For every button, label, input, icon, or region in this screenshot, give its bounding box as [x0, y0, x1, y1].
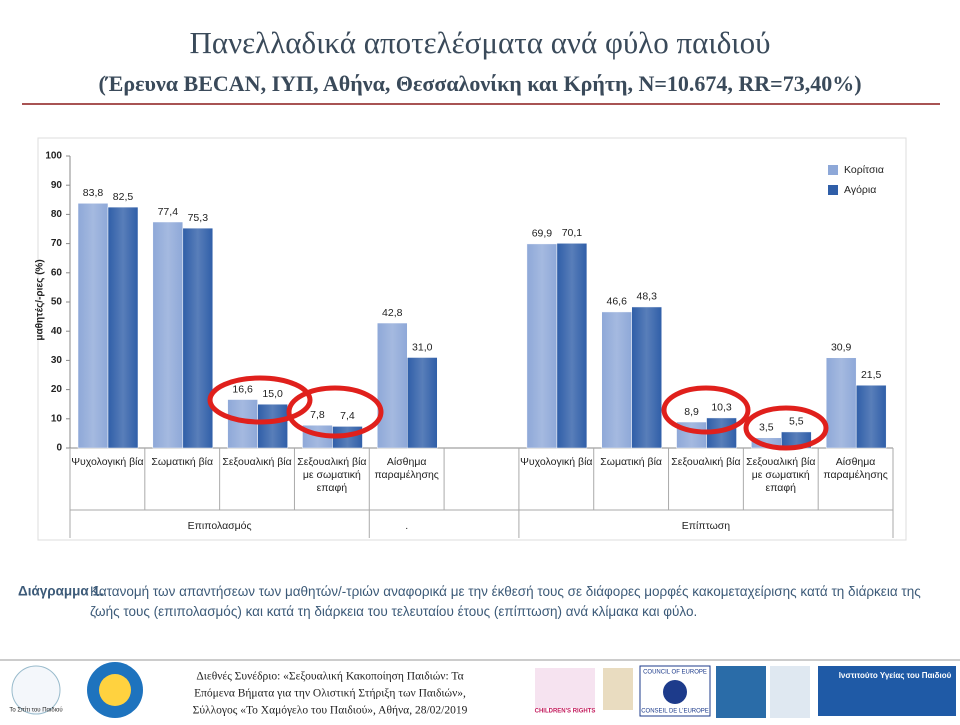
bar: [601, 311, 632, 449]
x-tick-label: Σεξουαλική βία με σωματική επαφή: [746, 456, 816, 494]
value-label: 42,8: [382, 307, 403, 319]
value-label: 75,3: [188, 212, 209, 224]
value-label: 3,5: [759, 422, 774, 434]
legend-label: Κορίτσια: [844, 164, 884, 176]
group-label: Επιπολασμός: [188, 520, 252, 532]
logo: [535, 668, 595, 708]
y-tick-label: 70: [51, 238, 63, 249]
x-tick-label: Ψυχολογική βία: [71, 456, 144, 468]
footer-line-text: Διεθνές Συνέδριο: «Σεξουαλική Κακοποίηση…: [196, 671, 463, 683]
category: Ψυχολογική βία: [71, 456, 144, 468]
logo-text: CHILDREN'S RIGHTS: [535, 709, 596, 715]
caption-label: Διάγραμμα 1.: [18, 584, 104, 599]
y-tick-label: 20: [51, 384, 63, 395]
y-tick-label: 30: [51, 355, 63, 366]
bar: [825, 357, 857, 449]
y-tick-label: 80: [51, 209, 63, 220]
bar: [77, 203, 109, 449]
value-label: 77,4: [158, 206, 179, 218]
group-label: Επίπτωση: [682, 520, 731, 532]
logo: [770, 666, 810, 718]
logo: [663, 680, 687, 704]
value-label: 69,9: [532, 228, 553, 240]
highlights: [207, 375, 829, 451]
y-tick-label: 0: [56, 443, 62, 454]
value-label: 83,8: [83, 187, 104, 199]
value-label: 82,5: [113, 191, 134, 203]
logo: [818, 666, 956, 716]
x-tick-label: Σεξουαλική βία με σωματική επαφή: [297, 456, 367, 494]
y-tick-label: 100: [45, 151, 62, 162]
legend-label: Αγόρια: [844, 184, 876, 196]
value-label: 7,4: [340, 410, 355, 422]
value-label: 48,3: [637, 291, 658, 303]
logo: [603, 668, 633, 710]
logo-text: Ινστιτούτο Υγείας του Παιδιού: [839, 671, 952, 680]
y-tick-label: 60: [51, 267, 63, 278]
x-tick-label: Σεξουαλική βία: [671, 456, 741, 468]
category: Σωματική βία: [600, 456, 662, 468]
value-label: 16,6: [232, 383, 253, 395]
value-label: 31,0: [412, 341, 433, 353]
x-tick-label: Ψυχολογική βία: [520, 456, 593, 468]
y-tick-label: 10: [51, 413, 63, 424]
logo: [99, 674, 131, 706]
y-tick-label: 50: [51, 297, 63, 308]
x-tick-label: Σωματική βία: [151, 456, 214, 468]
logo-text: Το Σπίτι του Παιδιού: [9, 708, 62, 714]
category: Σεξουαλική βία με σωματική επαφή: [746, 456, 816, 494]
group-label: .: [405, 520, 408, 532]
logo-text: COUNCIL OF EUROPE: [643, 670, 707, 676]
value-label: 8,9: [684, 406, 699, 418]
y-axis-label: μαθητές/-ριες (%): [35, 259, 46, 340]
x-tick-label: Αίσθημα παραμέλησης: [374, 456, 439, 481]
category: Αίσθημα παραμέλησης: [374, 456, 439, 481]
bar: [556, 243, 588, 449]
bar: [526, 243, 558, 449]
value-label: 7,8: [310, 409, 325, 421]
x-tick-label: Αίσθημα παραμέλησης: [823, 456, 888, 481]
bar: [377, 322, 408, 449]
logo: [716, 666, 766, 718]
category: Σεξουαλική βία: [671, 456, 741, 468]
logo-text: CONSEIL DE L'EUROPE: [641, 709, 709, 715]
value-label: 10,3: [711, 402, 732, 414]
category: Σεξουαλική βία με σωματική επαφή: [297, 456, 367, 494]
bar: [182, 227, 214, 449]
bar: [855, 384, 887, 449]
value-label: 30,9: [831, 342, 852, 354]
slide-subtitle: (Έρευνα BECAN, ΙΥΠ, Αθήνα, Θεσσαλονίκη κ…: [98, 71, 861, 96]
category: Ψυχολογική βία: [520, 456, 593, 468]
value-label: 21,5: [861, 369, 882, 381]
plot: 0 10 20 30 40 50 60 70 80 90 100 Ψυχολογική βία Σωμα…: [45, 151, 894, 538]
category: Σωματική βία: [151, 456, 214, 468]
value-label: 46,6: [607, 296, 628, 308]
caption-text: Κατανομή των απαντήσεων των μαθητών/-τρι…: [90, 584, 921, 619]
bar: [152, 221, 184, 449]
category: Σεξουαλική βία: [222, 456, 292, 468]
logo: [11, 665, 61, 715]
value-label: 70,1: [562, 227, 583, 239]
value-label: 15,0: [262, 388, 283, 400]
x-tick-label: Σεξουαλική βία: [222, 456, 292, 468]
bar: [631, 306, 662, 449]
bar: [407, 357, 438, 449]
bar: [257, 403, 288, 449]
y-tick-label: 40: [51, 326, 63, 337]
slide-title: Πανελλαδικά αποτελέσματα ανά φύλο παιδιο…: [190, 25, 771, 60]
caption: Κατανομή των απαντήσεων των μαθητών/-τρι…: [90, 584, 921, 619]
category: Αίσθημα παραμέλησης: [823, 456, 888, 481]
value-label: 5,5: [789, 416, 804, 428]
y-tick-label: 90: [51, 180, 63, 191]
legend-swatch: [828, 165, 838, 175]
x-tick-label: Σωματική βία: [600, 456, 662, 468]
footer-line-text: Σύλλογος «Το Χαμόγελο του Παιδιού», Αθήν…: [193, 705, 468, 717]
footer-line-text: Επόμενα Βήματα για την Ολιστική Στήριξη …: [194, 688, 466, 700]
legend-swatch: [828, 185, 838, 195]
bar: [107, 206, 139, 449]
